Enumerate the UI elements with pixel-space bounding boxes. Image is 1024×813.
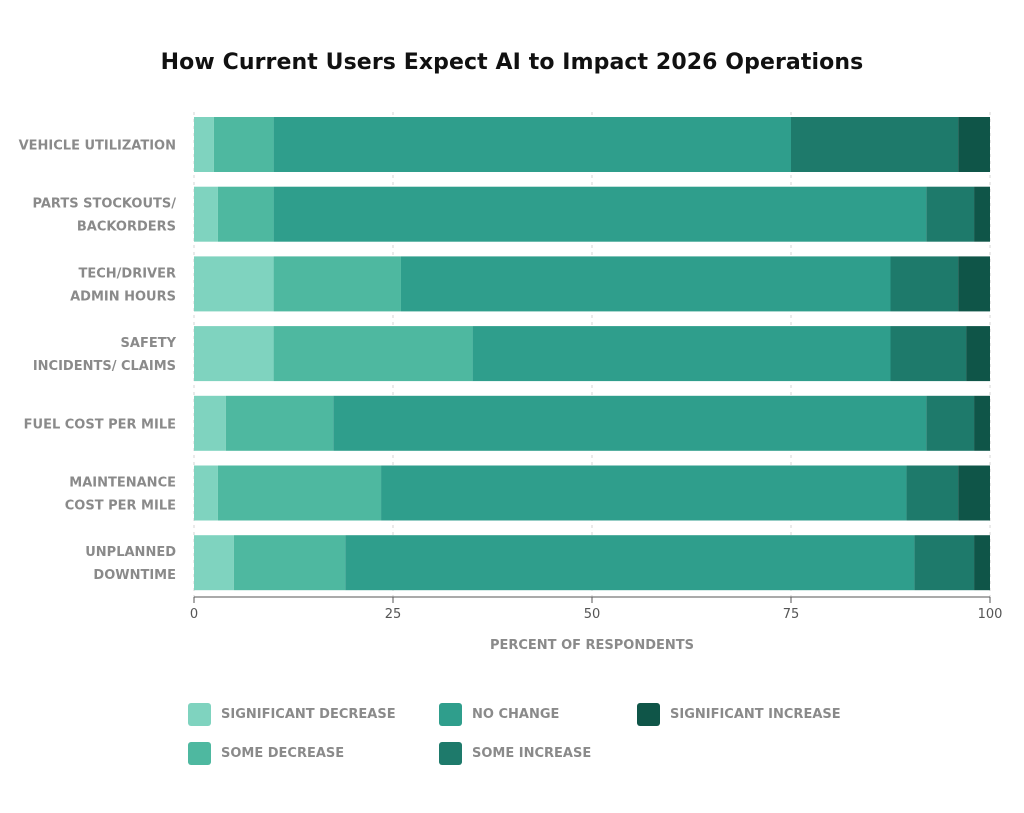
- bar-maintenance-cost-per-mile-significant-increase: [958, 465, 990, 521]
- legend-swatch-some-decrease: [188, 742, 211, 765]
- bars: [194, 117, 990, 591]
- bar-unplanned-downtime-significant-increase: [974, 535, 990, 591]
- legend-label-significant-increase: SIGNIFICANT INCREASE: [670, 707, 841, 722]
- bar-parts-stockouts-backorders-some-decrease: [217, 186, 274, 242]
- bar-unplanned-downtime-no-change: [345, 535, 915, 591]
- bar-parts-stockouts-backorders-some-increase: [926, 186, 975, 242]
- bar-vehicle-utilization-significant-decrease: [194, 117, 214, 172]
- x-axis-label: PERCENT OF RESPONDENTS: [490, 638, 694, 653]
- legend-item-significant-increase: SIGNIFICANT INCREASE: [637, 703, 841, 726]
- x-tick-label-100: 100: [978, 607, 1003, 622]
- bar-tech-driver-admin-hours-significant-decrease: [194, 256, 274, 312]
- bar-maintenance-cost-per-mile-significant-decrease: [194, 465, 218, 521]
- bar-maintenance-cost-per-mile-some-increase: [906, 465, 959, 521]
- bar-fuel-cost-per-mile-no-change: [333, 395, 927, 451]
- bar-safety-incidents-claims-some-increase: [890, 326, 967, 382]
- legend-item-no-change: NO CHANGE: [439, 703, 559, 726]
- legend-item-some-increase: SOME INCREASE: [439, 742, 591, 765]
- bar-tech-driver-admin-hours-some-decrease: [273, 256, 401, 312]
- bar-maintenance-cost-per-mile-some-decrease: [217, 465, 382, 521]
- legend-swatch-no-change: [439, 703, 462, 726]
- category-label-unplanned-downtime: UNPLANNED DOWNTIME: [85, 545, 176, 583]
- x-tick-label-50: 50: [584, 607, 601, 622]
- bar-unplanned-downtime-some-increase: [914, 535, 975, 591]
- bar-fuel-cost-per-mile-some-increase: [926, 395, 975, 451]
- bar-unplanned-downtime-some-decrease: [233, 535, 346, 591]
- x-axis: 0 25 50 75 100 PERCENT OF RESPONDENTS: [190, 596, 1003, 653]
- bar-fuel-cost-per-mile-some-decrease: [225, 395, 334, 451]
- legend-item-some-decrease: SOME DECREASE: [188, 742, 344, 765]
- x-tick-label-0: 0: [190, 607, 198, 622]
- bar-vehicle-utilization-some-decrease: [213, 117, 274, 172]
- bar-tech-driver-admin-hours-no-change: [400, 256, 891, 312]
- bar-fuel-cost-per-mile-significant-increase: [974, 395, 990, 451]
- bar-safety-incidents-claims-no-change: [472, 326, 891, 382]
- bar-tech-driver-admin-hours-some-increase: [890, 256, 959, 312]
- category-label-fuel-cost-per-mile: FUEL COST PER MILE: [24, 417, 176, 432]
- category-label-maintenance-cost-per-mile: MAINTENANCE COST PER MILE: [65, 476, 176, 514]
- category-labels: VEHICLE UTILIZATION PARTS STOCKOUTS/BACKO…: [19, 139, 177, 584]
- category-label-tech-driver-admin-hours: TECH/DRIVER ADMIN HOURS: [70, 266, 176, 304]
- category-label-vehicle-utilization: VEHICLE UTILIZATION: [19, 139, 176, 154]
- legend-label-some-increase: SOME INCREASE: [472, 746, 592, 761]
- stacked-bar-chart: VEHICLE UTILIZATION PARTS STOCKOUTS/BACKO…: [19, 112, 1003, 653]
- category-label-safety-incidents-claims: SAFETY INCIDENTS/ CLAIMS: [33, 336, 177, 374]
- x-tick-label-75: 75: [783, 607, 800, 622]
- x-tick-label-25: 25: [385, 607, 402, 622]
- bar-vehicle-utilization-some-increase: [791, 117, 959, 172]
- bar-vehicle-utilization-no-change: [273, 117, 792, 172]
- legend-swatch-some-increase: [439, 742, 462, 765]
- bar-maintenance-cost-per-mile-no-change: [381, 465, 907, 521]
- bar-parts-stockouts-backorders-significant-decrease: [194, 186, 218, 242]
- legend-label-significant-decrease: SIGNIFICANT DECREASE: [221, 707, 396, 722]
- bar-safety-incidents-claims-significant-increase: [966, 326, 990, 382]
- chart-title: How Current Users Expect AI to Impact 20…: [160, 50, 864, 75]
- legend-label-some-decrease: SOME DECREASE: [221, 746, 345, 761]
- legend-swatch-significant-increase: [637, 703, 660, 726]
- bar-tech-driver-admin-hours-significant-increase: [958, 256, 990, 312]
- bar-parts-stockouts-backorders-significant-increase: [974, 186, 990, 242]
- bar-fuel-cost-per-mile-significant-decrease: [194, 395, 226, 451]
- bar-unplanned-downtime-significant-decrease: [194, 535, 234, 591]
- legend-item-significant-decrease: SIGNIFICANT DECREASE: [188, 703, 396, 726]
- legend-swatch-significant-decrease: [188, 703, 211, 726]
- bar-safety-incidents-claims-significant-decrease: [194, 326, 274, 382]
- category-label-parts-stockouts-backorders: PARTS STOCKOUTS/BACKORDERS: [33, 197, 177, 235]
- bar-safety-incidents-claims-some-decrease: [273, 326, 473, 382]
- legend-label-no-change: NO CHANGE: [472, 707, 560, 722]
- bar-parts-stockouts-backorders-no-change: [273, 186, 927, 242]
- bar-vehicle-utilization-significant-increase: [958, 117, 990, 172]
